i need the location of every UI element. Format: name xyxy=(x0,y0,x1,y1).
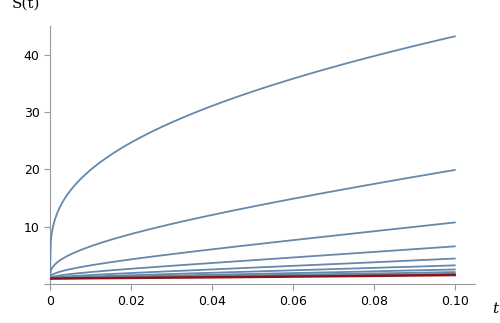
Text: S(t): S(t) xyxy=(12,0,40,10)
Text: t: t xyxy=(492,302,498,316)
